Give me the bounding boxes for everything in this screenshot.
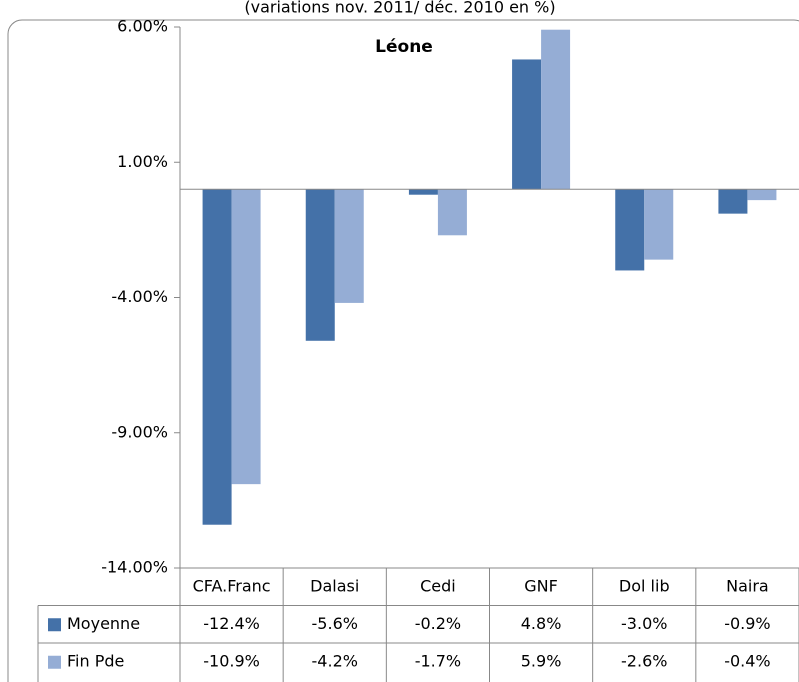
legend-label: Moyenne: [67, 614, 140, 633]
bar: [437, 189, 467, 236]
x-tick-label: Naira: [726, 576, 769, 595]
table-value: -0.4%: [724, 651, 770, 670]
table-value: -1.7%: [415, 651, 461, 670]
bar: [202, 189, 232, 525]
legend-swatch: [48, 655, 61, 669]
bar: [747, 189, 777, 201]
bar: [644, 189, 674, 260]
bar: [541, 29, 571, 190]
table-value: -0.2%: [415, 614, 461, 633]
table-value: -2.6%: [621, 651, 667, 670]
y-tick-label: -4.00%: [111, 287, 168, 306]
table-value: -0.9%: [724, 614, 770, 633]
table-value: -10.9%: [203, 651, 260, 670]
table-value: -5.6%: [312, 614, 358, 633]
bar: [334, 189, 364, 303]
bar: [615, 189, 645, 271]
y-tick-label: 1.00%: [117, 152, 168, 171]
table-value: 5.9%: [521, 651, 562, 670]
bar: [512, 59, 542, 190]
y-tick-label: -9.00%: [111, 422, 168, 441]
chart-subtitle: (variations nov. 2011/ déc. 2010 en %): [244, 0, 555, 17]
bar: [231, 189, 261, 485]
x-tick-label: CFA.Franc: [193, 576, 271, 595]
legend-swatch: [48, 618, 61, 632]
x-tick-label: Cedi: [420, 576, 456, 595]
table-value: 4.8%: [521, 614, 562, 633]
bar: [408, 189, 438, 195]
chart-title: Léone: [375, 37, 433, 57]
y-tick-label: -14.00%: [101, 558, 168, 577]
table-value: -3.0%: [621, 614, 667, 633]
bar: [305, 189, 335, 341]
table-value: -12.4%: [203, 614, 260, 633]
x-tick-label: GNF: [524, 576, 558, 595]
table-value: -4.2%: [312, 651, 358, 670]
x-tick-label: Dalasi: [310, 576, 359, 595]
bar: [718, 189, 748, 214]
x-tick-label: Dol lib: [619, 576, 670, 595]
y-tick-label: 6.00%: [117, 17, 168, 36]
chart-frame: [7, 19, 799, 682]
legend-label: Fin Pde: [67, 651, 124, 670]
